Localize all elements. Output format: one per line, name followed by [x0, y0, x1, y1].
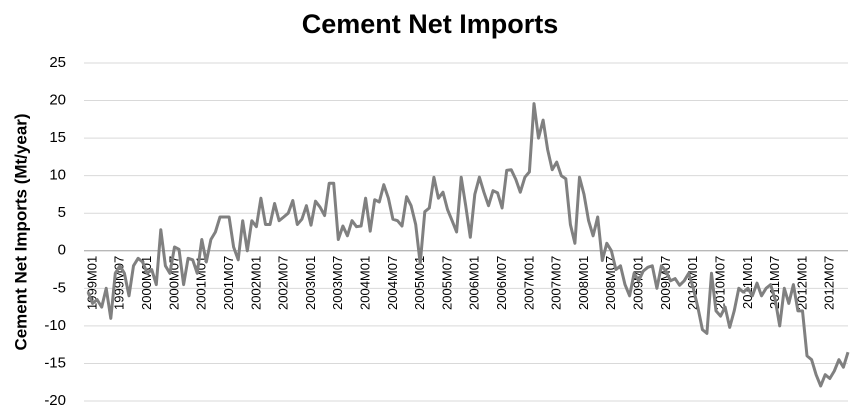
x-tick-label: 2006M07 — [494, 256, 509, 310]
x-tick-label: 2003M07 — [330, 256, 345, 310]
y-tick-label: 15 — [49, 129, 66, 146]
y-axis-label: Cement Net Imports (Mt/year) — [11, 113, 30, 350]
x-tick-label: 2006M01 — [467, 256, 482, 310]
y-tick-label: 0 — [58, 242, 66, 259]
y-tick-label: 10 — [49, 167, 66, 184]
x-tick-label: 2002M01 — [248, 256, 263, 310]
x-tick-label: 2011M01 — [740, 256, 755, 309]
x-tick-label: 2009M07 — [658, 256, 673, 310]
x-tick-label: 2000M01 — [139, 256, 154, 310]
x-tick-label: 2003M01 — [303, 256, 318, 310]
data-line — [86, 102, 850, 388]
y-tick-label: -10 — [44, 317, 66, 334]
y-tick-label: -15 — [44, 354, 66, 371]
x-tick-label: 2012M01 — [794, 256, 809, 310]
x-tick-label: 2005M07 — [439, 256, 454, 310]
chart-title: Cement Net Imports — [302, 9, 559, 39]
x-tick-label: 2004M07 — [385, 256, 400, 310]
x-tick-label: 2007M07 — [549, 256, 564, 310]
y-tick-label: 5 — [58, 204, 66, 221]
x-tick-label: 2001M07 — [221, 256, 236, 310]
x-tick-label: 2002M07 — [276, 256, 291, 310]
x-tick-label: 2009M01 — [631, 256, 646, 310]
x-tick-label: 2012M07 — [822, 256, 837, 310]
x-tick-label: 2011M07 — [767, 256, 782, 309]
x-tick-label: 2010M07 — [712, 256, 727, 310]
y-tick-label: -5 — [53, 279, 66, 296]
y-tick-label: 25 — [49, 54, 66, 71]
x-tick-label: 2005M01 — [412, 256, 427, 310]
x-tick-label: 2000M07 — [166, 256, 181, 310]
x-tick-label: 2007M01 — [521, 256, 536, 310]
x-tick-label: 2004M01 — [357, 256, 372, 310]
y-tick-label: 20 — [49, 92, 66, 109]
x-tick-label: 2001M01 — [194, 256, 209, 310]
y-tick-label: -20 — [44, 392, 66, 409]
x-tick-label: 2008M01 — [576, 256, 591, 310]
